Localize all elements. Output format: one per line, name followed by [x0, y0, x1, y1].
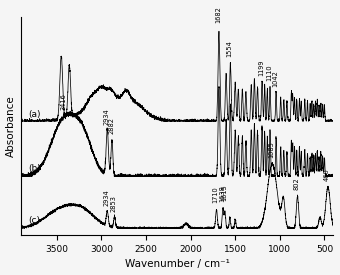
Text: 1110: 1110: [266, 65, 272, 81]
Text: 1682: 1682: [215, 6, 221, 23]
Text: 802: 802: [294, 177, 300, 190]
Text: 1042: 1042: [272, 70, 278, 87]
Text: 1085: 1085: [268, 141, 274, 158]
Text: (b): (b): [28, 164, 41, 173]
Text: (c): (c): [28, 216, 40, 225]
Text: 460: 460: [324, 168, 330, 181]
Text: 1638: 1638: [219, 185, 225, 202]
Text: 1615: 1615: [221, 185, 227, 201]
X-axis label: Wavenumber / cm⁻¹: Wavenumber / cm⁻¹: [125, 259, 230, 270]
Text: 2853: 2853: [110, 195, 117, 212]
Text: (a): (a): [28, 110, 41, 119]
Text: 2934: 2934: [103, 190, 109, 206]
Text: 2882: 2882: [108, 117, 114, 134]
Text: 2934: 2934: [103, 109, 109, 125]
Y-axis label: Absorbance: Absorbance: [5, 95, 16, 157]
Text: 3416: 3416: [61, 93, 66, 110]
Text: 1554: 1554: [226, 40, 232, 57]
Text: 1199: 1199: [258, 60, 264, 76]
Text: 1710: 1710: [212, 186, 219, 203]
